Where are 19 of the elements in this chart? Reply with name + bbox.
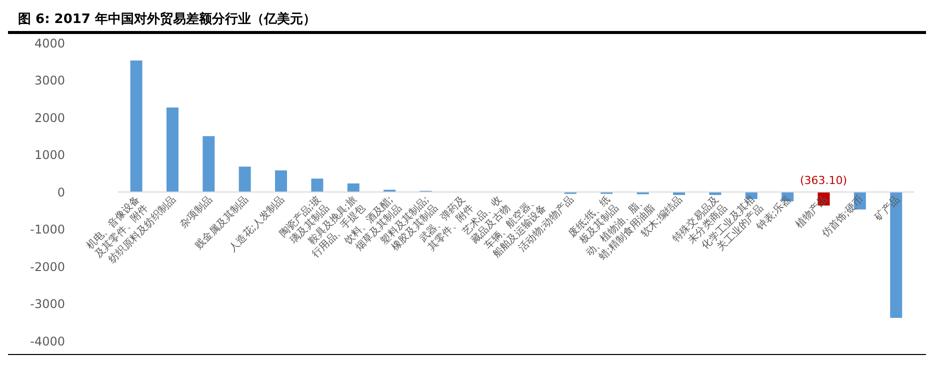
y-tick-label: -1000 (30, 222, 65, 237)
bar (347, 183, 360, 192)
y-tick-label: -3000 (30, 297, 65, 312)
chart-title: 图 6: 2017 年中国对外贸易差额分行业（亿美元） (8, 8, 926, 34)
y-tick-label: 1000 (34, 148, 65, 162)
y-tick-label: 0 (57, 185, 65, 200)
y-tick-label: -2000 (30, 260, 65, 274)
x-tick-label: 矿产品 (872, 194, 902, 224)
bar (238, 166, 251, 192)
y-tick-label: 2000 (34, 110, 65, 125)
bar (311, 178, 324, 192)
bar (166, 107, 178, 192)
bar (130, 60, 142, 192)
bar (275, 170, 288, 192)
y-tick-label: -4000 (30, 334, 65, 348)
data-label: (363.10) (800, 174, 848, 187)
y-tick-label: 4000 (34, 36, 65, 50)
y-tick-label: 3000 (34, 74, 65, 88)
bar (202, 136, 215, 192)
